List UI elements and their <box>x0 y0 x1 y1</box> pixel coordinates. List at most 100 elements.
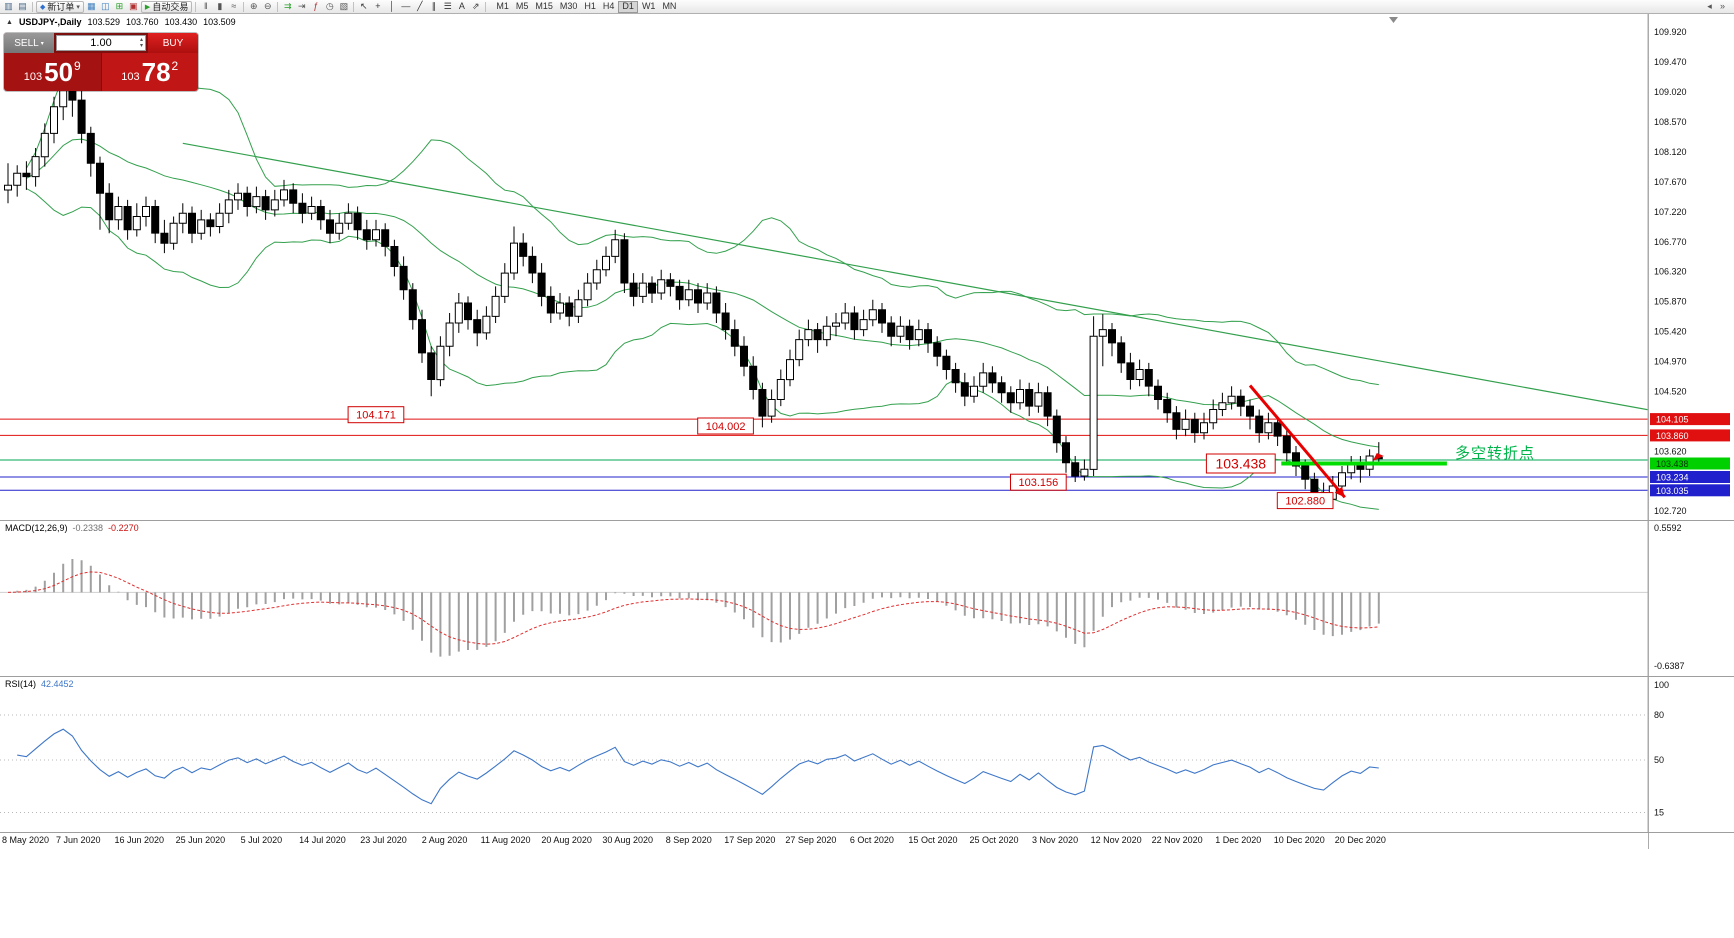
price-label-object[interactable]: 104.002 <box>697 417 754 435</box>
bear-candles <box>22 86 1383 500</box>
autotrade-button-label: 自动交易 <box>152 2 189 12</box>
panel-separator[interactable] <box>0 832 1734 833</box>
macd-main-value: -0.2338 <box>72 523 104 533</box>
note-text-object[interactable]: 多空转折点 <box>1455 445 1535 462</box>
auto-scroll-icon[interactable]: ⇉ <box>284 0 292 11</box>
red-arrow-marker[interactable] <box>1372 453 1384 461</box>
new-order-icon: ◆ <box>40 3 46 11</box>
sell-price-button[interactable]: 103 50 9 <box>4 53 102 91</box>
timeframe-h4[interactable]: H4 <box>602 0 615 11</box>
rsi-panel-canvas[interactable]: 100 80 50 15 <box>0 677 1734 832</box>
chart-profiles-icon[interactable]: ▤ <box>18 0 27 11</box>
price-axis-tick: 106.320 <box>1654 267 1687 277</box>
horizontal-line-icon[interactable]: ― <box>401 0 411 11</box>
price-axis-scale[interactable]: 109.920 109.470 109.020 108.570 108.120 107.6… <box>1650 27 1730 516</box>
vertical-line-icon[interactable]: │ <box>389 0 395 11</box>
volume-up-icon[interactable]: ▴ <box>139 37 143 43</box>
sell-button[interactable]: SELL ▾ <box>4 33 54 53</box>
volume-down-icon[interactable]: ▾ <box>139 43 143 49</box>
macd-plot <box>0 559 1648 657</box>
fibonacci-icon[interactable]: ☰ <box>443 0 452 11</box>
ohlc-open: 103.529 <box>87 17 121 27</box>
volume-input[interactable]: 1.00 ▴ ▾ <box>56 35 146 51</box>
bar-chart-icon[interactable]: ‖ <box>203 0 208 11</box>
market-watch-icon[interactable]: ▦ <box>87 0 96 11</box>
price-axis-highlight: 104.105 <box>1650 413 1730 426</box>
price-axis-tick: 108.570 <box>1654 117 1687 127</box>
rsi-value: 42.4452 <box>41 679 74 689</box>
rsi-indicator-label: RSI(14) 42.4452 <box>5 679 74 689</box>
rsi-axis-label: 80 <box>1654 710 1664 720</box>
cursor-icon[interactable]: ↖ <box>360 0 368 11</box>
svg-text:103.234: 103.234 <box>1656 473 1689 483</box>
dropdown-caret-icon[interactable]: ▾ <box>76 3 80 11</box>
chart-shift-marker[interactable] <box>1389 17 1398 23</box>
price-axis-border <box>1648 14 1649 849</box>
timeframe-m30[interactable]: M30 <box>559 0 578 11</box>
price-axis-highlight: 103.860 <box>1650 429 1730 442</box>
candlestick-chart-icon[interactable]: ▮ <box>217 0 223 11</box>
arrows-icon[interactable]: ⇗ <box>472 0 480 11</box>
periods-icon[interactable]: ◷ <box>325 0 334 11</box>
price-axis-tick: 105.870 <box>1654 297 1687 307</box>
autotrade-play-icon: ▶ <box>144 3 151 11</box>
timeframe-m5[interactable]: M5 <box>515 0 529 11</box>
data-window-icon[interactable]: ◫ <box>101 0 110 11</box>
rsi-name: RSI(14) <box>5 679 37 689</box>
time-axis[interactable]: 8 May 2020 7 Jun 2020 16 Jun 2020 25 Jun 20… <box>0 833 1734 849</box>
timeframe-d1[interactable]: D1 <box>618 0 638 13</box>
line-chart-icon[interactable]: ≈ <box>231 0 237 11</box>
one-click-collapse-icon[interactable]: ▲ <box>6 18 13 26</box>
macd-panel-canvas[interactable]: 0.5592 -0.6387 <box>0 521 1734 676</box>
price-axis-tick: 107.220 <box>1654 207 1687 217</box>
navigator-icon[interactable]: ⊞ <box>115 0 124 11</box>
buy-price-button[interactable]: 103 78 2 <box>101 53 198 91</box>
timeframe-w1[interactable]: W1 <box>641 0 656 11</box>
sell-price-big: 50 <box>44 56 74 87</box>
price-axis-tick: 109.920 <box>1654 27 1687 37</box>
autotrade-button[interactable]: ▶ 自动交易 <box>140 0 193 13</box>
chart-shift-icon[interactable]: ⇥ <box>298 0 306 11</box>
price-axis-tick: 104.970 <box>1654 357 1687 367</box>
time-axis-label: 25 Jun 2020 <box>175 835 226 845</box>
trendline-icon[interactable]: ╱ <box>417 0 423 11</box>
price-chart-canvas[interactable]: 104.171 104.002 103.156 103.438 102.880 多空转折点… <box>0 14 1734 520</box>
price-label-object[interactable]: 104.171 <box>347 406 405 424</box>
price-label-object[interactable]: 103.438 <box>1205 453 1276 474</box>
time-axis-label: 15 Oct 2020 <box>908 835 958 845</box>
panel-separator[interactable] <box>0 520 1734 521</box>
terminal-icon[interactable]: ▣ <box>129 0 138 11</box>
chart-scroll-left-icon[interactable]: ◂ <box>1707 0 1712 11</box>
zoom-out-icon[interactable]: ⊖ <box>264 0 272 11</box>
timeframe-h1[interactable]: H1 <box>584 0 596 11</box>
svg-text:104.171: 104.171 <box>356 410 396 422</box>
indicators-icon[interactable]: ƒ <box>313 0 319 11</box>
panel-separator[interactable] <box>0 676 1734 677</box>
crosshair-icon[interactable]: + <box>375 0 381 11</box>
more-toolbars-icon[interactable]: » <box>1719 0 1725 11</box>
price-axis-tick: 108.120 <box>1654 147 1687 157</box>
trendline-object[interactable] <box>182 142 1701 419</box>
buy-button[interactable]: BUY <box>148 33 198 53</box>
text-label-icon[interactable]: A <box>458 0 465 11</box>
price-axis-tick: 105.420 <box>1654 327 1687 337</box>
zoom-in-icon[interactable]: ⊕ <box>250 0 258 11</box>
templates-icon[interactable]: ▧ <box>339 0 349 11</box>
time-axis-label: 14 Jul 2020 <box>299 835 346 845</box>
timeframe-mn[interactable]: MN <box>662 0 677 11</box>
svg-text:104.002: 104.002 <box>706 421 746 433</box>
timeframe-m15[interactable]: M15 <box>535 0 553 11</box>
price-label-object[interactable]: 103.156 <box>1010 473 1067 491</box>
buy-price-big: 78 <box>141 56 171 87</box>
new-order-button[interactable]: ◆ 新订单 ▾ <box>36 0 84 13</box>
time-axis-label: 6 Oct 2020 <box>849 835 894 845</box>
channel-icon[interactable]: ∥ <box>431 0 437 11</box>
timeframe-m1[interactable]: M1 <box>496 0 509 11</box>
price-label-object[interactable]: 102.880 <box>1276 492 1334 510</box>
new-chart-icon[interactable]: ▥ <box>4 0 13 11</box>
down-arrow-object[interactable] <box>1248 384 1346 499</box>
time-axis-label: 11 Aug 2020 <box>480 835 531 845</box>
toolbar-separator <box>195 1 197 12</box>
symbol-period-label: USDJPY-,Daily <box>18 17 82 27</box>
svg-text:103.438: 103.438 <box>1215 456 1266 472</box>
